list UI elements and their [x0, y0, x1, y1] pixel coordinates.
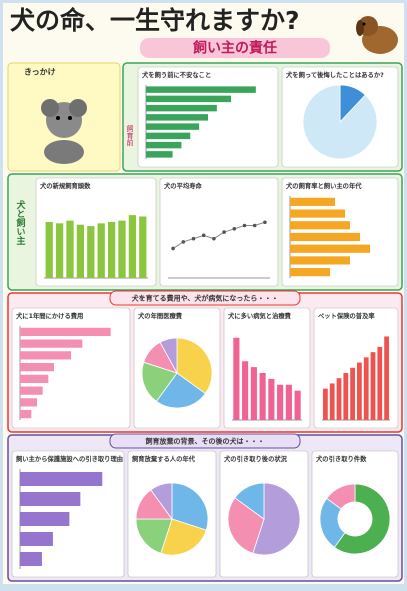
slice	[303, 85, 377, 159]
point	[182, 240, 186, 244]
point	[253, 224, 257, 228]
chart-title: 犬の平均寿命	[164, 181, 202, 190]
chart-panel	[36, 178, 156, 286]
bar	[290, 233, 360, 241]
bar	[146, 96, 231, 102]
chart-title: 犬の年間医療費	[138, 311, 183, 320]
bar	[146, 123, 199, 129]
bar	[371, 352, 376, 420]
donut-hole	[338, 502, 373, 537]
chart-title: 犬を飼って後悔したことはあるか?	[286, 70, 384, 79]
bar	[290, 245, 370, 253]
bar	[290, 198, 335, 206]
bar	[20, 375, 48, 383]
bar	[290, 268, 330, 276]
page: 犬の命、一生守れますか? 飼い主の責任 きっかけ 飼育前 犬と飼い主 犬を育てる…	[0, 0, 407, 591]
bar	[20, 472, 102, 486]
point	[212, 237, 216, 241]
bar	[323, 389, 328, 420]
bar	[251, 367, 257, 420]
bar	[364, 357, 369, 420]
poster: 犬の命、一生守れますか? 飼い主の責任 きっかけ 飼育前 犬と飼い主 犬を育てる…	[0, 0, 407, 587]
bar	[350, 368, 355, 420]
point	[263, 220, 267, 224]
bar	[139, 217, 146, 279]
chart-title: 犬に1年間にかける費用	[16, 311, 83, 320]
bar	[20, 532, 53, 546]
chart-title: 飼い主から保護施設への引き取り理由	[15, 454, 123, 463]
bar	[260, 373, 266, 420]
subtitle: 飼い主の責任	[192, 40, 277, 57]
bar	[20, 328, 111, 336]
banner: 犬を育てる費用や、犬が病気になったら・・・	[132, 294, 279, 303]
bar	[290, 256, 350, 264]
bar	[129, 215, 136, 278]
bar	[290, 221, 350, 229]
chart-title: 犬を飼う前に不安なこと	[142, 70, 211, 79]
chart-title: 飼育放棄する人の年代	[131, 454, 196, 463]
bar	[98, 223, 105, 278]
bar	[277, 385, 283, 420]
bar	[66, 221, 73, 278]
bar	[343, 373, 348, 420]
bar	[146, 86, 256, 92]
chart-title: ペット保険の普及率	[318, 311, 375, 320]
bar	[146, 114, 208, 120]
point	[243, 224, 247, 228]
bar	[20, 410, 31, 418]
bar	[295, 391, 301, 420]
bar	[337, 378, 342, 420]
point	[202, 234, 206, 238]
bar	[330, 383, 335, 420]
bar	[20, 512, 69, 526]
bar	[46, 222, 53, 278]
bar	[87, 226, 94, 278]
bar	[20, 387, 43, 395]
bar	[108, 222, 115, 278]
label-dog-owner: 犬と飼い主	[15, 199, 27, 245]
bar	[286, 385, 292, 420]
intro-heading: きっかけ	[24, 68, 56, 77]
bar	[268, 379, 274, 420]
bar	[146, 142, 181, 148]
bar	[357, 363, 362, 420]
bar	[20, 351, 71, 359]
bar	[146, 105, 217, 111]
bar	[242, 361, 248, 420]
point	[171, 247, 175, 251]
label-before: 飼育前	[126, 124, 134, 147]
bar	[77, 225, 84, 278]
point	[192, 237, 196, 241]
bar	[20, 398, 37, 406]
bar	[118, 221, 125, 278]
chart-title: 犬に多い病気と治療費	[228, 311, 292, 320]
bar	[233, 338, 239, 420]
chart-title: 犬の引き取り件数	[316, 454, 367, 463]
bar	[20, 363, 54, 371]
point	[233, 227, 237, 231]
chart-title: 犬の飼育率と飼い主の年代	[286, 181, 362, 190]
banner: 飼育放棄の背景、その後の犬は・・・	[145, 437, 265, 446]
bar	[20, 552, 42, 566]
point	[222, 230, 226, 234]
bar	[146, 133, 190, 139]
chart-panel	[160, 178, 278, 286]
chart-title: 犬の新規飼育頭数	[40, 181, 91, 190]
bar	[56, 223, 63, 278]
bar	[377, 347, 382, 420]
title: 犬の命、一生守れますか?	[10, 6, 300, 35]
bar	[290, 209, 345, 217]
bar	[20, 492, 80, 506]
bar	[20, 340, 82, 348]
bar	[384, 336, 389, 420]
bar	[146, 151, 173, 157]
chart-title: 犬の引き取り後の状況	[224, 454, 288, 463]
